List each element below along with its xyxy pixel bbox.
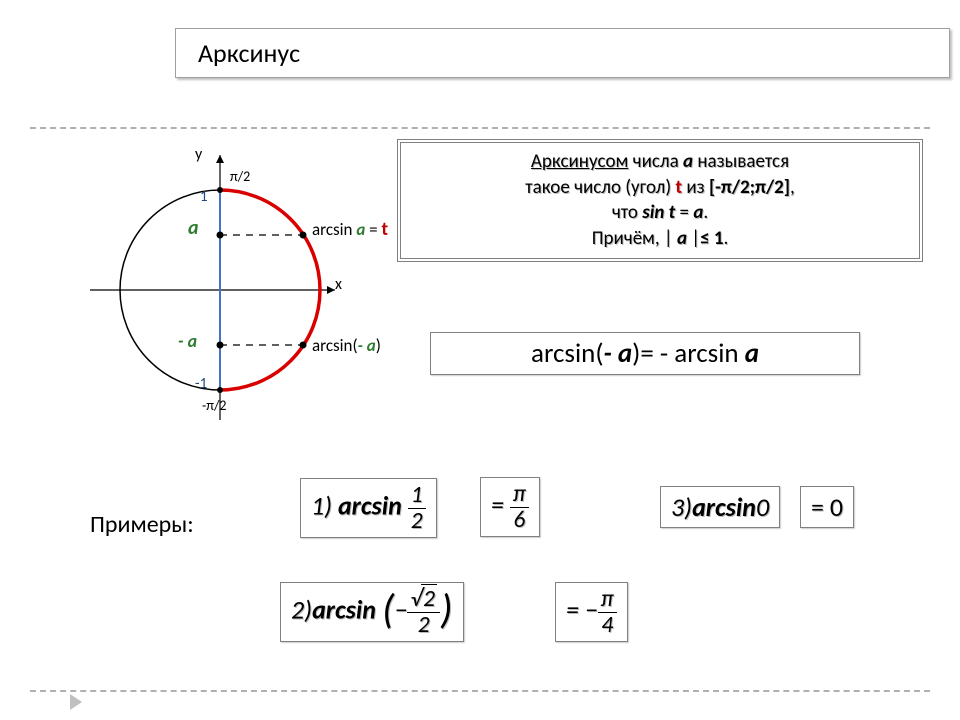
definition-box: Арксинусом числа а называется такое числ… (400, 142, 920, 259)
identity-box: arcsin(- а)= - arcsin а (430, 332, 860, 375)
example-3-right: = 0 (800, 486, 854, 528)
example-1-left: 1) arcsin 12 (300, 478, 437, 538)
example-2-left: 2)arcsin (−22) (280, 582, 464, 642)
def-line2: такое число (угол) t из [-π/2;π/2], (415, 175, 905, 201)
title-text: Арксинус (198, 37, 300, 69)
def-line4: Причём, | а |≤ 1. (415, 226, 905, 252)
unit-circle-svg (80, 140, 400, 440)
divider-bottom (30, 690, 930, 692)
example-3-left: 3)arcsin0 (660, 486, 780, 528)
one-bot: -1 (195, 375, 207, 393)
divider-top (30, 127, 930, 129)
unit-circle-diagram: у х π/2 -π/2 1 -1 а - а arcsin а = t arc… (80, 140, 400, 440)
def-line3: что sin t = а. (415, 200, 905, 226)
one-top: 1 (200, 188, 208, 206)
slide-advance-icon (70, 694, 82, 710)
def-line1: Арксинусом числа а называется (415, 149, 905, 175)
arcsin-neg-a: arcsin(- а) (312, 335, 381, 356)
example-1-right: = π6 (480, 477, 540, 537)
examples-label: Примеры: (90, 510, 194, 539)
neg-a-label: - а (178, 330, 197, 352)
arcsin-a-eq-t: arcsin а = t (312, 218, 388, 241)
pi-half-top: π/2 (230, 168, 250, 185)
pi-half-bot: -π/2 (202, 397, 227, 414)
a-label: а (188, 216, 199, 240)
axis-y-label: у (195, 145, 202, 164)
example-2-right: = −π4 (555, 582, 628, 642)
slide-title: Арксинус (175, 28, 950, 78)
axis-x-label: х (335, 275, 342, 294)
